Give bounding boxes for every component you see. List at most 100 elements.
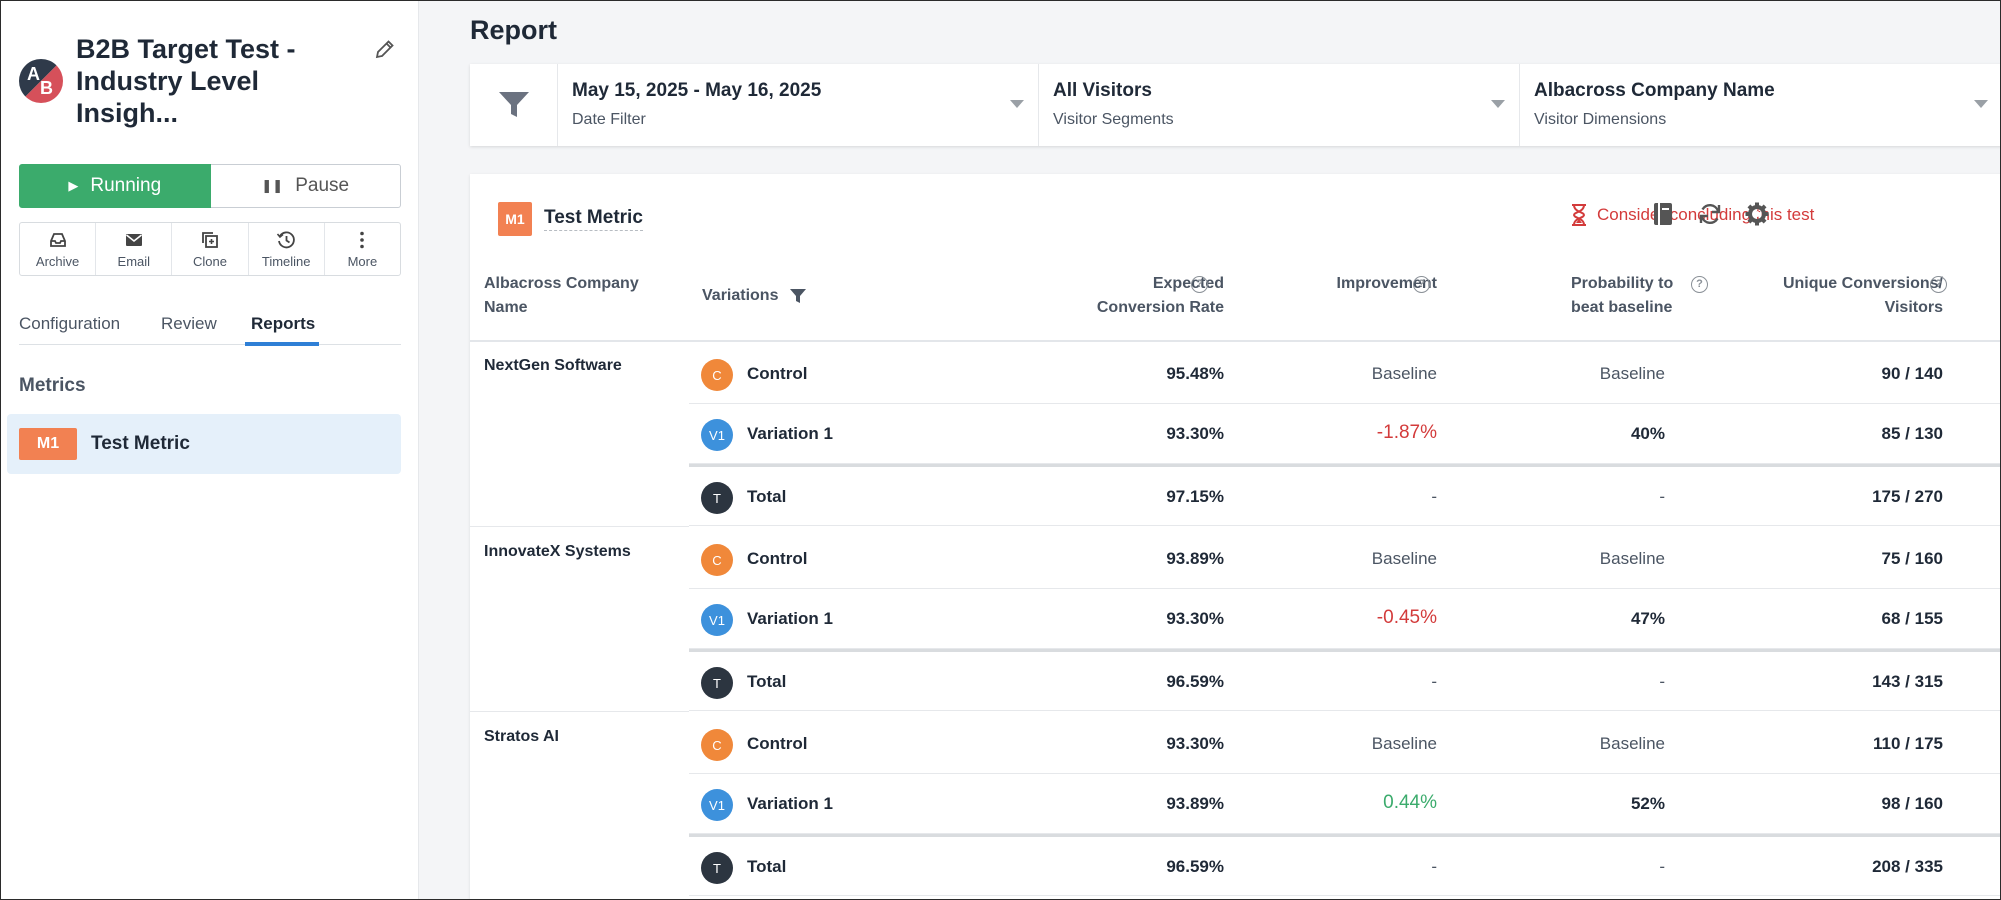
table-row-total: T Total 97.15% - - 175 / 270 bbox=[689, 464, 2000, 526]
filter-funnel-icon bbox=[498, 92, 529, 117]
metrics-heading: Metrics bbox=[19, 375, 86, 396]
total-badge: T bbox=[701, 667, 733, 699]
date-filter-dropdown[interactable]: May 15, 2025 - May 16, 2025 Date Filter bbox=[558, 64, 1039, 146]
pause-button[interactable]: ❚❚ Pause bbox=[210, 164, 401, 208]
company-name: InnovateX Systems bbox=[484, 543, 631, 560]
table-row: V1 Variation 1 93.30% -1.87% 40% 85 / 13… bbox=[689, 404, 2000, 464]
more-button[interactable]: More bbox=[325, 223, 400, 275]
segment-value: All Visitors bbox=[1053, 80, 1152, 101]
visitor-segments-dropdown[interactable]: All Visitors Visitor Segments bbox=[1039, 64, 1520, 146]
sidebar-tabs: Configuration Review Reports bbox=[19, 311, 401, 346]
col-conversions-header: Unique Conversions/ Visitors bbox=[1782, 275, 1943, 316]
probability: 47% bbox=[1630, 609, 1665, 628]
tab-review[interactable]: Review bbox=[161, 314, 217, 333]
help-circle-icon[interactable]: ? bbox=[1930, 276, 1947, 293]
variation-badge: V1 bbox=[701, 604, 733, 636]
main-panel: Report May 15, 2025 - May 16, 2025 Date … bbox=[419, 1, 2000, 899]
col-variations-header: Variations bbox=[702, 284, 807, 308]
conversion-rate: 97.15% bbox=[1166, 487, 1224, 506]
conversions: 143 / 315 bbox=[1872, 672, 1943, 691]
table-header: Albacross Company Name Variations Expect… bbox=[470, 272, 2000, 342]
refresh-icon[interactable] bbox=[1697, 201, 1723, 227]
probability: - bbox=[1659, 487, 1665, 506]
improvement: -1.87% bbox=[1376, 422, 1437, 443]
conversion-rate: 95.48% bbox=[1166, 364, 1224, 383]
conversion-rate: 93.30% bbox=[1166, 609, 1224, 628]
pause-icon: ❚❚ bbox=[261, 178, 284, 193]
conversions: 85 / 130 bbox=[1881, 424, 1943, 443]
play-icon: ▶ bbox=[68, 178, 79, 193]
metric-name[interactable]: Test Metric bbox=[544, 207, 643, 231]
group-divider bbox=[470, 526, 689, 527]
control-badge: C bbox=[701, 729, 733, 761]
more-icon bbox=[360, 231, 365, 248]
probability: Baseline bbox=[1599, 364, 1665, 383]
probability: - bbox=[1659, 857, 1665, 876]
company-name: Stratos AI bbox=[484, 728, 559, 745]
tab-configuration[interactable]: Configuration bbox=[19, 314, 121, 333]
edit-pencil-icon[interactable] bbox=[373, 37, 397, 61]
variation-name: Total bbox=[747, 857, 787, 876]
conversions: 90 / 140 bbox=[1881, 364, 1943, 383]
variation-name: Variation 1 bbox=[747, 424, 833, 443]
running-button[interactable]: ▶ Running bbox=[19, 164, 211, 208]
dimension-label: Visitor Dimensions bbox=[1534, 111, 1667, 128]
tab-reports[interactable]: Reports bbox=[251, 314, 316, 333]
conversions: 175 / 270 bbox=[1872, 487, 1943, 506]
conversions: 68 / 155 bbox=[1881, 609, 1943, 628]
total-badge: T bbox=[701, 852, 733, 884]
card-header: M1 Test Metric Consider concluding this … bbox=[470, 174, 2000, 254]
conversion-rate: 93.89% bbox=[1166, 794, 1224, 813]
probability: - bbox=[1659, 672, 1665, 691]
action-toolbar: Archive Email Clone Timeline More bbox=[19, 222, 401, 276]
improvement: Baseline bbox=[1371, 734, 1437, 753]
col-probability-header: Probability to beat baseline bbox=[1571, 275, 1674, 316]
settings-gear-icon[interactable] bbox=[1744, 201, 1770, 227]
filter-bar: May 15, 2025 - May 16, 2025 Date Filter … bbox=[470, 64, 2000, 146]
variation-name: Variation 1 bbox=[747, 794, 833, 813]
table-row: V1 Variation 1 93.30% -0.45% 47% 68 / 15… bbox=[689, 589, 2000, 649]
date-filter-value: May 15, 2025 - May 16, 2025 bbox=[572, 80, 822, 101]
help-circle-icon[interactable]: ? bbox=[1191, 276, 1208, 293]
help-circle-icon[interactable]: ? bbox=[1691, 276, 1708, 293]
metric-badge: M1 bbox=[19, 428, 77, 460]
dimension-value: Albacross Company Name bbox=[1534, 80, 1775, 101]
timeline-button[interactable]: Timeline bbox=[249, 223, 325, 275]
notebook-icon[interactable] bbox=[1650, 201, 1676, 227]
visitor-dimensions-dropdown[interactable]: Albacross Company Name Visitor Dimension… bbox=[1520, 64, 2000, 146]
help-circle-icon[interactable]: ? bbox=[1413, 276, 1430, 293]
metric-label: Test Metric bbox=[91, 433, 190, 454]
email-button[interactable]: Email bbox=[96, 223, 173, 275]
filter-button[interactable] bbox=[470, 64, 558, 146]
variation-name: Control bbox=[747, 549, 808, 568]
conclude-test-notice[interactable]: Consider concluding this test bbox=[1571, 204, 1814, 226]
variations-filter-icon[interactable] bbox=[790, 289, 807, 303]
improvement: - bbox=[1431, 857, 1437, 876]
chevron-down-icon bbox=[1010, 100, 1024, 108]
probability: 52% bbox=[1630, 794, 1665, 813]
improvement: Baseline bbox=[1371, 549, 1437, 568]
archive-button[interactable]: Archive bbox=[20, 223, 97, 275]
probability: Baseline bbox=[1599, 549, 1665, 568]
run-state-toggle: ▶ Running ❚❚ Pause bbox=[19, 164, 401, 208]
email-icon bbox=[125, 233, 142, 246]
probability: Baseline bbox=[1599, 734, 1665, 753]
col-improvement-header: Improvement bbox=[1336, 275, 1437, 292]
archive-icon bbox=[49, 232, 66, 247]
improvement: 0.44% bbox=[1383, 792, 1437, 813]
variation-name: Total bbox=[747, 487, 787, 506]
clone-button[interactable]: Clone bbox=[172, 223, 249, 275]
hourglass-icon bbox=[1572, 204, 1586, 226]
table-row-total: T Total 96.59% - - 208 / 335 bbox=[689, 834, 2000, 896]
variation-badge: V1 bbox=[701, 789, 733, 821]
control-badge: C bbox=[701, 359, 733, 391]
variation-name: Variation 1 bbox=[747, 609, 833, 628]
ab-test-logo-icon: A B bbox=[19, 59, 63, 103]
improvement: -0.45% bbox=[1376, 607, 1437, 628]
control-badge: C bbox=[701, 544, 733, 576]
table-row: V1 Variation 1 93.89% 0.44% 52% 98 / 160 bbox=[689, 774, 2000, 834]
sidebar-item-test-metric[interactable]: M1 Test Metric bbox=[7, 414, 401, 474]
conversions: 75 / 160 bbox=[1881, 549, 1943, 568]
table-row-total: T Total 96.59% - - 143 / 315 bbox=[689, 649, 2000, 711]
